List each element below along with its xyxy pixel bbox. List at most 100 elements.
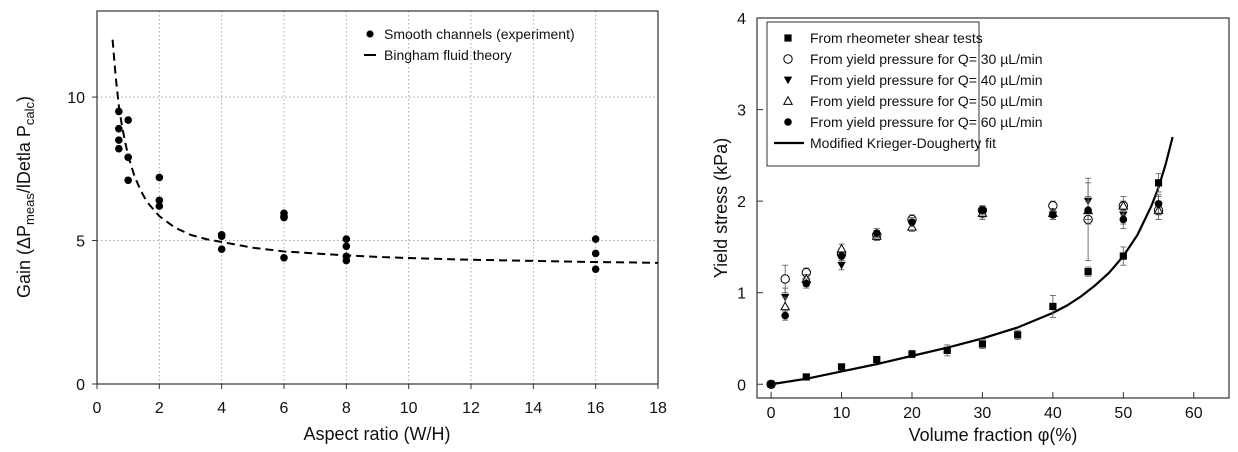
legend-label-5: From yield pressure for Q= 60 µL/min <box>810 114 1043 130</box>
right-legend-items: From rheometer shear tests From yield pre… <box>774 30 1043 151</box>
smooth-channel-point <box>115 107 123 116</box>
left-y-tick-label: 5 <box>76 234 85 251</box>
left-y-axis-label: Gain (ΔPmeas/lDetla Pcalc) <box>14 96 37 298</box>
q30-point <box>780 274 790 284</box>
legend-marker-1 <box>784 34 792 42</box>
legend-label-bingham: Bingham fluid theory <box>384 47 512 63</box>
left-x-tick-label: 2 <box>155 400 164 417</box>
smooth-channel-point <box>115 124 123 133</box>
smooth-channel-point <box>217 232 226 241</box>
smooth-channel-point <box>124 153 132 162</box>
rheometer-point <box>1014 331 1022 339</box>
q60-point <box>978 206 987 215</box>
right-ticks: 0 10 20 30 40 50 60 0 1 2 3 4 <box>737 11 1203 422</box>
bingham-fluid-theory-curve <box>111 39 659 264</box>
left-chart: 0 2 4 6 8 10 12 14 16 18 0 5 10 Aspect ratio (W/H) G… <box>14 10 667 444</box>
q60-point <box>1049 211 1057 219</box>
smooth-channel-point <box>591 235 600 243</box>
smooth-channel-point <box>342 235 351 243</box>
legend-label-smooth-channels: Smooth channels (experiment) <box>384 26 575 42</box>
legend-label-3: From yield pressure for Q= 40 µL/min <box>810 72 1043 88</box>
left-x-tick-label: 12 <box>462 400 480 417</box>
rheometer-point <box>802 373 810 381</box>
rheometer-point <box>767 380 775 388</box>
right-y-tick-label: 4 <box>737 11 746 28</box>
smooth-channel-point <box>155 202 164 210</box>
rheometer-point <box>1049 302 1057 311</box>
right-y-tick-label: 2 <box>737 194 746 211</box>
right-x-tick-label: 30 <box>974 405 992 422</box>
rheometer-point <box>1119 252 1127 260</box>
right-plot-frame <box>756 17 1230 399</box>
q50-point <box>836 243 847 253</box>
left-x-tick-label: 18 <box>649 400 667 417</box>
left-x-tick-label: 8 <box>342 400 351 417</box>
legend-marker-2 <box>783 54 793 64</box>
q60-point <box>781 311 789 320</box>
smooth-channel-point <box>115 136 123 144</box>
smooth-channel-point <box>124 116 132 124</box>
smooth-channel-point <box>591 249 600 258</box>
q50-point <box>1118 200 1129 210</box>
smooth-channel-point <box>217 245 226 253</box>
smooth-channel-point <box>124 176 132 185</box>
rheometer-point <box>943 346 951 354</box>
smooth-channel-point <box>342 256 351 265</box>
q60-point <box>908 218 916 226</box>
left-y-tick-label: 10 <box>67 90 85 107</box>
q50-point <box>780 301 791 311</box>
right-x-tick-label: 20 <box>903 405 921 422</box>
rheometer-point <box>978 340 987 348</box>
legend-marker-5 <box>784 118 792 126</box>
smooth-channel-point <box>115 144 123 153</box>
left-x-tick-label: 10 <box>400 400 418 417</box>
left-x-tick-label: 6 <box>280 400 289 417</box>
right-x-axis-label: Volume fraction φ(%) <box>909 425 1078 445</box>
smooth-channel-point <box>591 265 600 274</box>
legend-label-6: Modified Krieger-Dougherty fit <box>810 135 996 151</box>
right-legend: From rheometer shear tests From yield pre… <box>766 21 1043 167</box>
rheometer-point <box>837 363 846 371</box>
legend-marker-4 <box>782 95 794 105</box>
left-y-tick-label: 0 <box>76 377 85 394</box>
right-x-tick-label: 40 <box>1044 405 1062 422</box>
smooth-channel-point <box>280 213 288 222</box>
rheometer-point <box>1154 179 1163 187</box>
left-ticks: 0 2 4 6 8 10 12 14 16 18 0 5 10 <box>67 90 667 417</box>
q60-point <box>1084 206 1092 215</box>
q60-point <box>1154 200 1163 208</box>
left-series <box>111 39 659 274</box>
right-y-tick-label: 1 <box>737 286 746 303</box>
left-gridlines <box>97 11 658 384</box>
right-y-tick-label: 0 <box>737 377 746 394</box>
right-x-tick-label: 50 <box>1114 405 1132 422</box>
q60-point <box>1119 215 1128 224</box>
right-y-tick-label: 3 <box>737 103 746 120</box>
legend-marker-3 <box>783 76 793 85</box>
left-legend: Smooth channels (experiment) Bingham flu… <box>364 26 575 63</box>
legend-label-1: From rheometer shear tests <box>810 30 983 46</box>
left-x-tick-label: 16 <box>587 400 605 417</box>
smooth-channel-point <box>342 242 351 251</box>
left-x-tick-label: 0 <box>93 400 102 417</box>
left-x-axis-label: Aspect ratio (W/H) <box>303 424 450 444</box>
legend-label-2: From yield pressure for Q= 30 µL/min <box>810 51 1043 67</box>
krieger-dougherty-fit-curve <box>770 136 1174 386</box>
right-x-tick-label: 60 <box>1185 405 1203 422</box>
left-x-tick-label: 14 <box>524 400 542 417</box>
left-x-tick-label: 4 <box>217 400 226 417</box>
legend-label-4: From yield pressure for Q= 50 µL/min <box>810 93 1043 109</box>
q60-point <box>872 229 881 237</box>
smooth-channel-point <box>155 173 164 182</box>
q60-point <box>837 252 846 260</box>
right-series <box>766 136 1174 389</box>
q60-point <box>802 279 811 288</box>
right-x-tick-label: 10 <box>833 405 851 422</box>
right-y-axis-label: Yield stress (kPa) <box>711 138 731 278</box>
smooth-channel-point <box>155 196 164 205</box>
right-x-tick-label: 0 <box>767 405 776 422</box>
rheometer-point <box>873 355 881 364</box>
left-plot-frame <box>96 10 659 385</box>
